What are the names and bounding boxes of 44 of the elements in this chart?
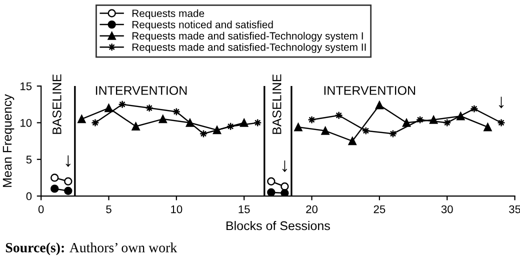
point [132, 122, 140, 130]
point [402, 118, 411, 127]
point [267, 188, 276, 196]
point [64, 186, 72, 196]
x-axis-title: Blocks of Sessions [226, 220, 330, 230]
y-tick-label: 10 [20, 118, 32, 127]
annotation: ↓ [282, 160, 287, 172]
point [280, 182, 289, 191]
legend-label: Requests made [132, 9, 204, 20]
point [50, 174, 59, 182]
y-axis-title: Mean Frequency [2, 94, 14, 187]
annotation: INTERVENTION [324, 86, 416, 95]
x-tick-label: 15 [238, 205, 250, 214]
x-tick-label: 5 [106, 205, 112, 214]
annotation: ↓ [498, 96, 504, 108]
point [78, 114, 86, 124]
annotation: BASELINE [272, 74, 282, 134]
point [267, 177, 276, 186]
x-tick-label: 10 [171, 205, 182, 214]
legend-label: Requests made and satisfied-Technology system II [132, 43, 366, 53]
source-note: Source(s): Authors’ own work [6, 242, 178, 256]
y-tick-label: 0 [26, 192, 32, 200]
y-tick-label: 15 [20, 82, 32, 90]
point [429, 116, 438, 124]
point [64, 177, 72, 186]
point [158, 114, 167, 124]
point [280, 189, 289, 196]
y-tick-label: 5 [26, 156, 32, 164]
annotation: INTERVENTION [96, 86, 187, 95]
x-tick-label: 25 [374, 205, 386, 214]
annotation: ↓ [66, 155, 70, 167]
point [348, 136, 356, 146]
point [104, 104, 113, 112]
point [484, 123, 492, 132]
x-tick-label: 20 [306, 205, 318, 214]
legend-label: Requests made and satisfied-Technology system I [132, 32, 363, 42]
x-tick-label: 30 [441, 205, 453, 214]
legend-label: Requests noticed and satisfied [132, 20, 273, 30]
point [321, 126, 330, 135]
x-tick-label: 0 [38, 205, 44, 214]
annotation: BASELINE [52, 74, 62, 134]
point [50, 184, 59, 193]
point [375, 101, 384, 110]
point [294, 123, 302, 132]
